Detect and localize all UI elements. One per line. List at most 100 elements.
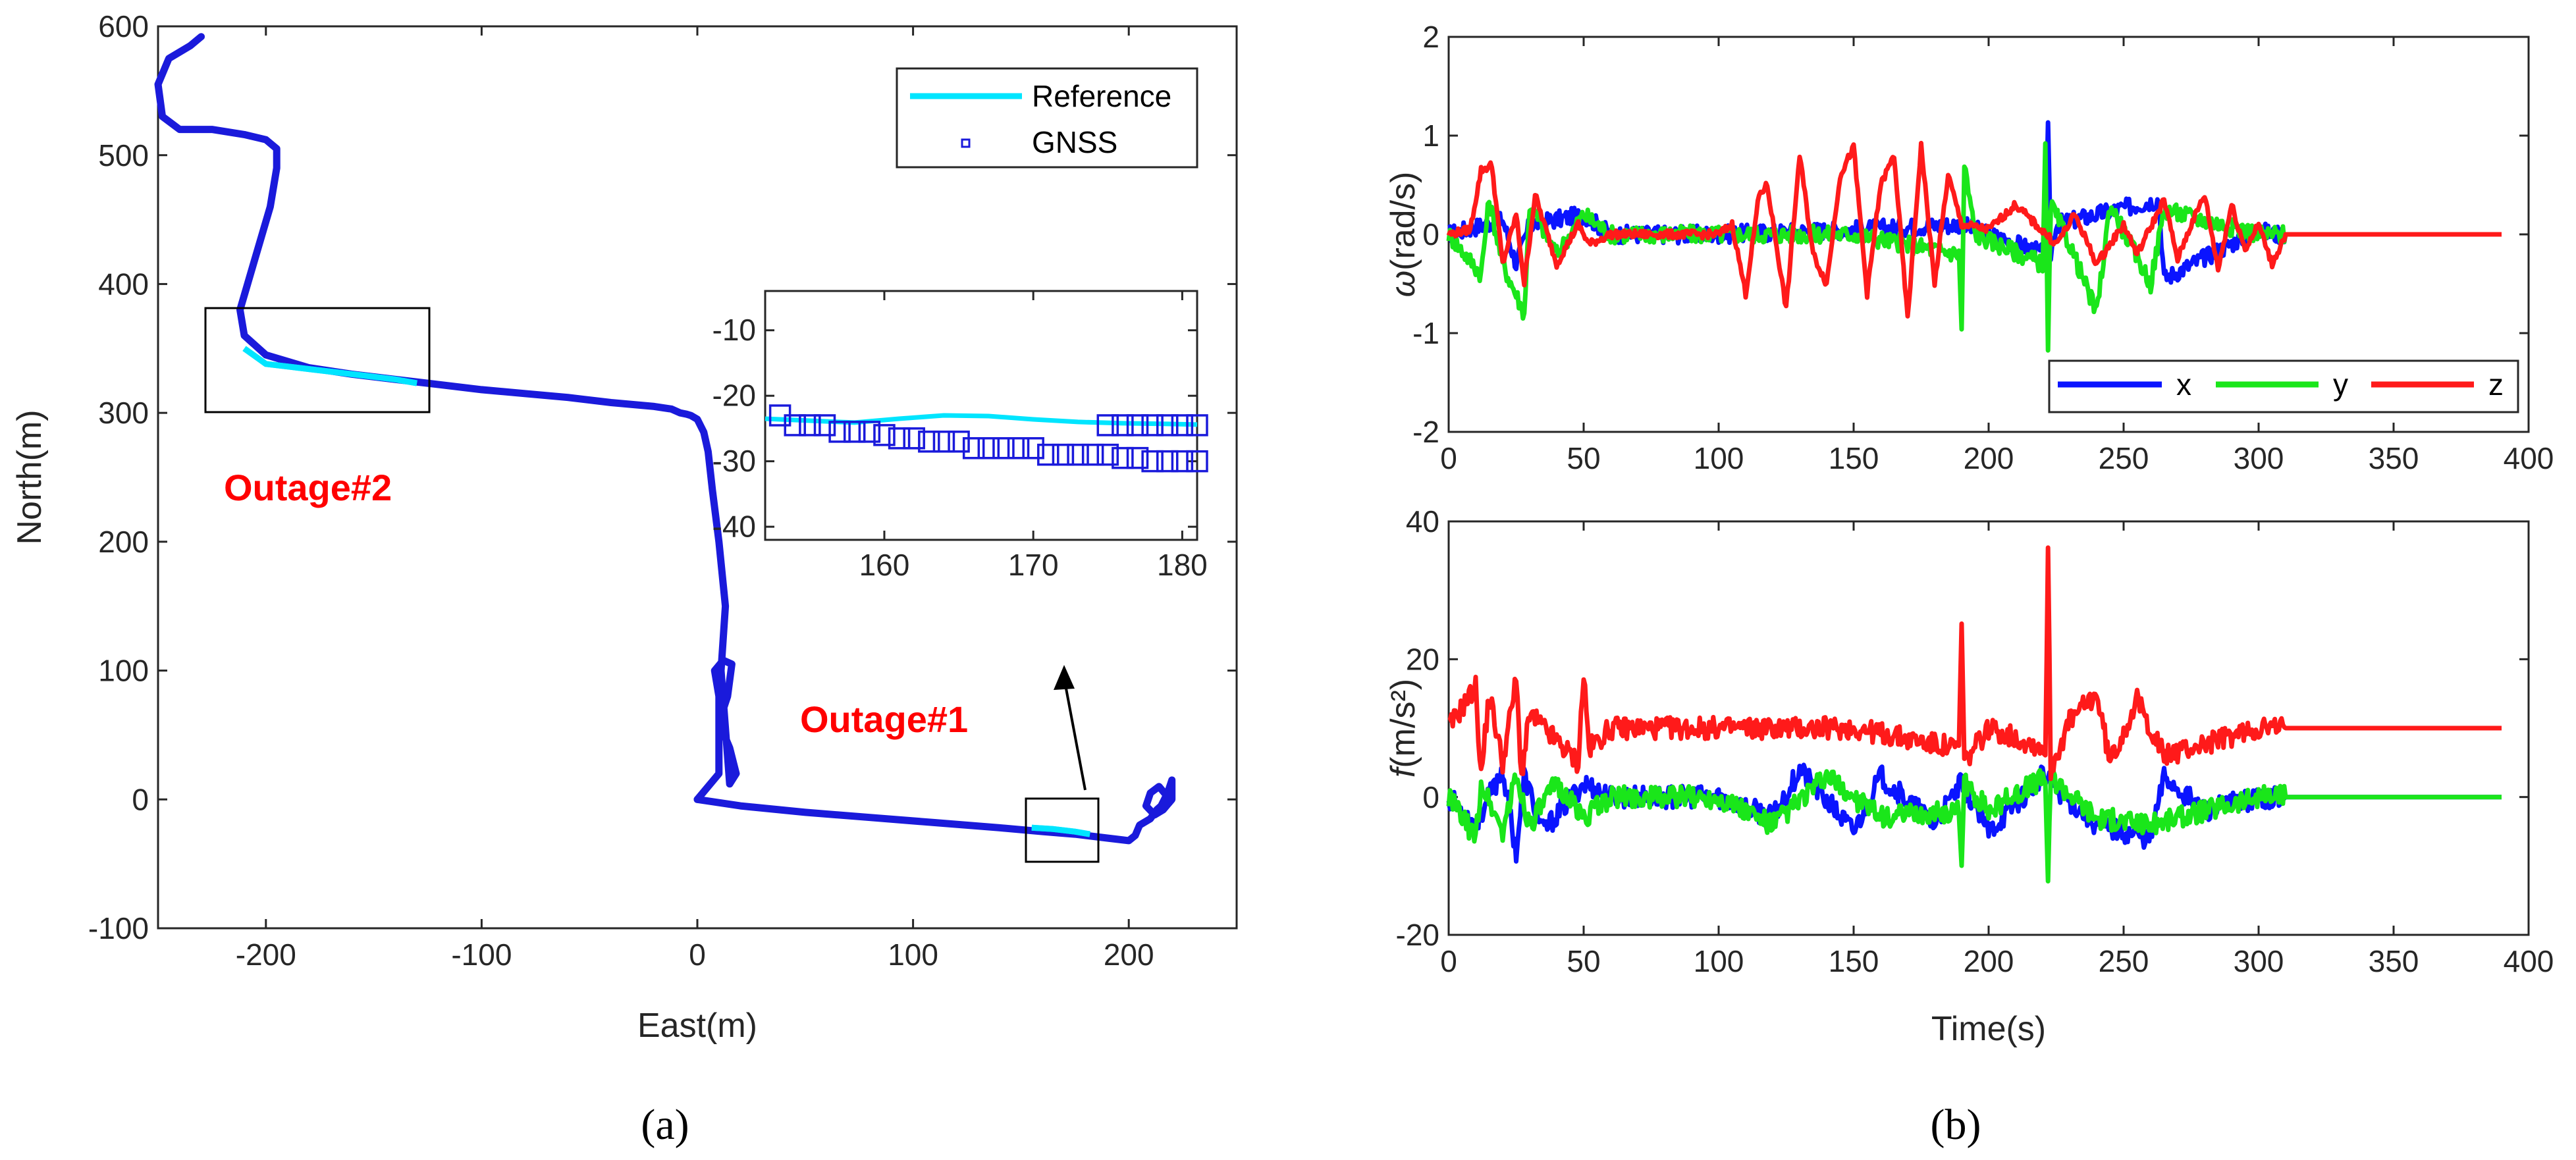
inset-xtick-label: 160 xyxy=(859,548,910,582)
trajectory-xtick-label: 200 xyxy=(1104,937,1154,972)
trajectory-xtick-label: -200 xyxy=(236,937,296,972)
inset-arrow-head xyxy=(1054,665,1075,690)
trajectory-ytick-label: 0 xyxy=(132,782,149,816)
inset-xtick-label: 170 xyxy=(1008,548,1059,582)
inset-gnss-point xyxy=(1186,414,1208,436)
accel-ytick-label: 40 xyxy=(1406,504,1439,539)
inset-gnss-point xyxy=(1156,450,1179,473)
gyro-xtick-label: 300 xyxy=(2234,441,2284,475)
accel-xlabel: Time(s) xyxy=(1931,1010,2046,1048)
inset-gnss-point xyxy=(977,436,1000,460)
gyro-xtick-label: 350 xyxy=(2369,441,2419,475)
inset-gnss-point xyxy=(858,421,881,443)
inset-gnss-point xyxy=(1171,450,1194,473)
legend-reference-label: Reference xyxy=(1032,79,1171,113)
gyro-legend-z-label: z xyxy=(2488,367,2504,402)
inset-gnss-point xyxy=(1156,414,1179,436)
trajectory-ytick-label: -100 xyxy=(88,911,149,945)
trajectory-xtick-label: -100 xyxy=(451,937,512,972)
gyro-xtick-label: 250 xyxy=(2099,441,2149,475)
inset-gnss-point xyxy=(1186,450,1208,473)
inset-gnss-point xyxy=(888,427,911,450)
gyro-ytick-label: 2 xyxy=(1422,20,1439,54)
inset-gnss-point xyxy=(1171,414,1194,436)
trajectory-legend: Reference GNSS xyxy=(896,67,1198,169)
legend-gnss-swatch xyxy=(961,138,971,148)
series-gnss-east xyxy=(693,776,1176,845)
inset-gnss-point xyxy=(1081,443,1104,466)
inset-xtick-label: 180 xyxy=(1157,548,1208,582)
inset-gnss-point xyxy=(1067,443,1089,466)
accel-xtick-label: 0 xyxy=(1440,944,1457,978)
inset-gnss-point xyxy=(948,431,970,453)
gyro-ticks: 0 50 100 150 200 250 300 350 400 -2 -1 0 1 2 xyxy=(1412,20,2554,475)
inset-arrow xyxy=(1063,677,1087,791)
inset-gnss-point xyxy=(873,424,896,446)
gyro-lines xyxy=(1446,120,2503,353)
accel-series-y xyxy=(1446,768,2503,883)
inset-plot: 160 170 180 -40 -30 -20 -10 xyxy=(712,290,1208,582)
trajectory-xlabel: East(m) xyxy=(637,1007,757,1045)
gyro-ytick-label: 0 xyxy=(1422,217,1439,251)
accel-xtick-label: 100 xyxy=(1694,944,1744,978)
inset-gnss-point xyxy=(1112,414,1134,436)
accel-xtick-label: 50 xyxy=(1567,944,1600,978)
trajectory-xtick-label: 100 xyxy=(888,937,938,972)
outage2-box xyxy=(204,307,431,413)
accel-lines xyxy=(1446,545,2503,883)
inset-gnss-point xyxy=(1141,414,1164,436)
inset-gnss-point xyxy=(962,436,985,460)
inset-gnss-point xyxy=(784,414,806,436)
inset-gnss-point xyxy=(903,427,925,450)
gyro-plot: 0 50 100 150 200 250 300 350 400 -2 -1 0 1 2 x y z ω(… xyxy=(1384,20,2554,475)
inset-gnss-point xyxy=(1037,443,1060,466)
inset-gnss-point xyxy=(843,421,866,443)
gyro-legend-y-label: y xyxy=(2333,367,2348,402)
gyro-series-z xyxy=(1446,140,2503,319)
gyro-ytick-label: -2 xyxy=(1412,415,1439,449)
inset-gnss-point xyxy=(1141,450,1164,473)
outage1-box xyxy=(1025,797,1100,863)
inset-gnss-point xyxy=(1022,436,1044,460)
trajectory-ytick-label: 100 xyxy=(98,654,149,688)
gyro-xtick-label: 100 xyxy=(1694,441,1744,475)
inset-ticks: 160 170 180 -40 -30 -20 -10 xyxy=(712,291,1208,582)
gyro-legend: x y z xyxy=(2048,359,2519,413)
gyro-legend-x-label: x xyxy=(2176,367,2191,402)
trajectory-ytick-label: 200 xyxy=(98,525,149,559)
inset-gnss-point xyxy=(918,431,940,453)
trajectory-ytick-label: 300 xyxy=(98,396,149,430)
inset-gnss-point xyxy=(1126,414,1149,436)
inset-ytick-label: -30 xyxy=(712,444,756,478)
inset-gnss-point xyxy=(1126,446,1149,469)
outage1-label: Outage#1 xyxy=(800,699,968,740)
inset-gnss-point xyxy=(813,414,836,436)
inset-gnss-point xyxy=(1096,443,1119,466)
accel-ytick-label: 20 xyxy=(1406,642,1439,676)
trajectory-ytick-label: 600 xyxy=(98,9,149,43)
accel-xtick-label: 300 xyxy=(2234,944,2284,978)
trajectory-plot: -200 -100 0 100 200 -100 0 100 200 300 400 500 600 O… xyxy=(11,9,1238,1149)
inset-gnss-point xyxy=(1112,446,1134,469)
accel-ylabel: f(m/s²) xyxy=(1384,679,1422,778)
gyro-xtick-label: 400 xyxy=(2504,441,2554,475)
trajectory-xtick-label: 0 xyxy=(689,937,706,972)
inset-gnss-point xyxy=(828,421,851,443)
series-gnss xyxy=(154,33,740,803)
trajectory-ytick-label: 500 xyxy=(98,138,149,172)
inset-gnss-point xyxy=(799,414,821,436)
trajectory-lines xyxy=(154,33,1176,845)
accel-series-z xyxy=(1447,545,2503,781)
inset-ytick-label: -20 xyxy=(712,379,756,413)
accel-ytick-label: -20 xyxy=(1396,918,1439,952)
gyro-ylabel-unit: (rad/s) xyxy=(1384,172,1422,271)
trajectory-ytick-label: 400 xyxy=(98,267,149,302)
gyro-xtick-label: 50 xyxy=(1567,441,1600,475)
accel-ylabel-unit: (m/s²) xyxy=(1384,679,1422,768)
gyro-xtick-label: 150 xyxy=(1829,441,1879,475)
legend-gnss-label: GNSS xyxy=(1032,125,1117,159)
accel-xtick-label: 150 xyxy=(1829,944,1879,978)
